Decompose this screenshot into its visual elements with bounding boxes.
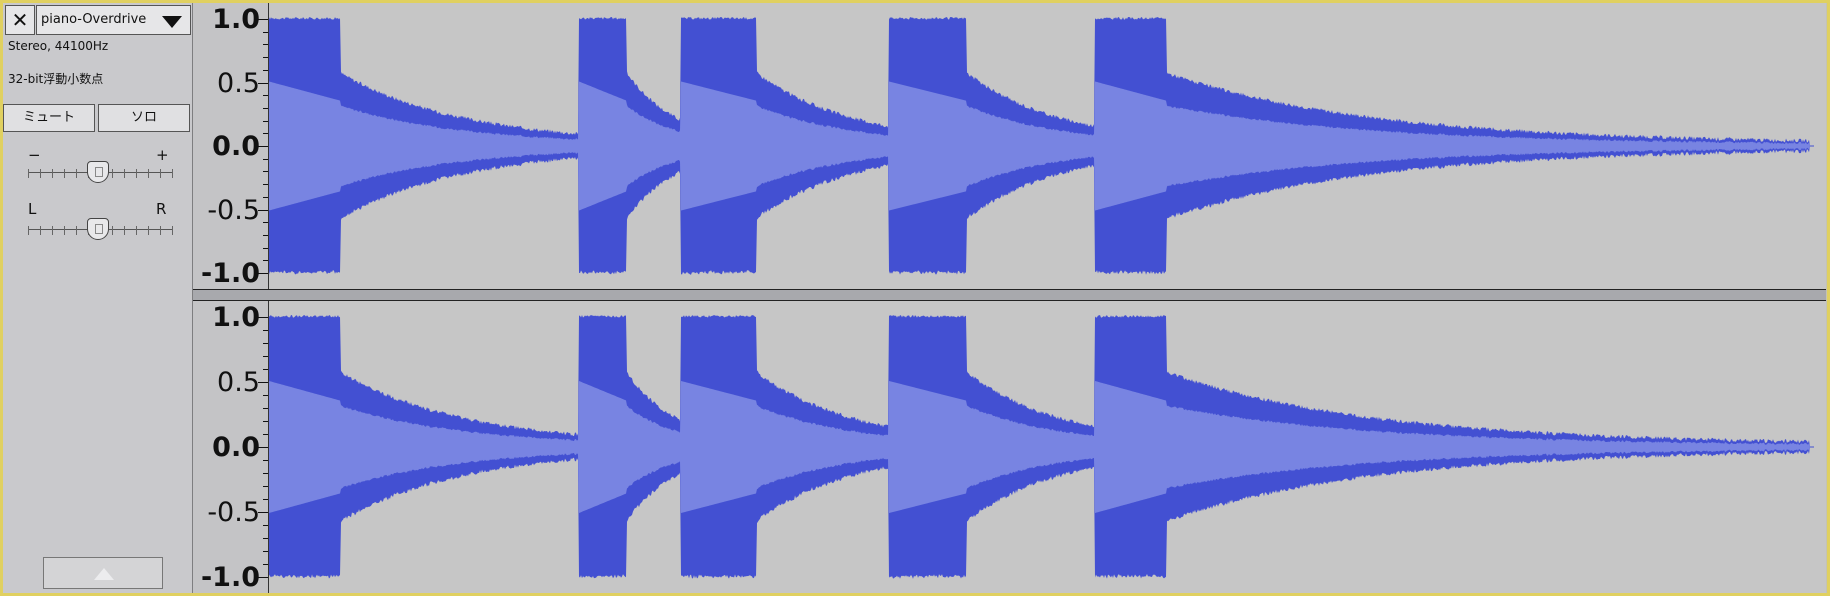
ruler-label-1-0: 1.0: [212, 302, 260, 333]
gain-plus-label: +: [156, 146, 169, 164]
amplitude-ruler-right-channel: 1.0 0.5 0.0 -0.5 -1.0: [193, 301, 269, 593]
channel-separator[interactable]: [193, 289, 1826, 301]
ruler-label-0-0: 0.0: [212, 432, 260, 463]
mute-button[interactable]: ミュート: [3, 104, 95, 132]
gain-minus-label: −: [28, 146, 41, 164]
track-name: piano-Overdrive: [41, 12, 147, 27]
ruler-label-neg-1-0: -1.0: [200, 258, 260, 289]
ruler-label-neg-0-5: -0.5: [207, 497, 260, 528]
collapse-arrow-icon: [94, 568, 114, 580]
waveform-right-channel[interactable]: [269, 301, 1826, 593]
waveform-left-channel[interactable]: [269, 3, 1826, 289]
waveform-rms-envelope: [269, 381, 1825, 513]
close-track-button[interactable]: ✕: [5, 5, 35, 35]
gain-slider[interactable]: [28, 161, 173, 183]
pan-slider[interactable]: [28, 218, 173, 240]
ruler-label-0-5: 0.5: [217, 67, 260, 99]
ruler-label-neg-1-0: -1.0: [200, 562, 260, 593]
pan-left-label: L: [28, 200, 37, 218]
dropdown-arrow-icon: [162, 16, 182, 28]
gain-slider-thumb[interactable]: [87, 161, 109, 183]
ruler-label-neg-0-5: -0.5: [207, 194, 260, 226]
ruler-label-0-0: 0.0: [212, 131, 260, 162]
track-control-panel: ✕ piano-Overdrive Stereo, 44100Hz 32-bit…: [3, 3, 193, 593]
solo-button[interactable]: ソロ: [98, 104, 190, 132]
waveform-rms-envelope: [269, 81, 1825, 211]
track-menu-button[interactable]: piano-Overdrive: [36, 5, 191, 35]
track-format-info: Stereo, 44100Hz: [8, 39, 109, 53]
collapse-track-button[interactable]: [43, 557, 163, 589]
pan-right-label: R: [156, 200, 167, 218]
ruler-label-1-0: 1.0: [212, 4, 260, 35]
close-icon: ✕: [11, 8, 29, 32]
pan-slider-thumb[interactable]: [87, 218, 109, 240]
track-bitdepth-info: 32-bit浮動小数点: [8, 72, 104, 86]
ruler-label-0-5: 0.5: [217, 367, 260, 398]
amplitude-ruler-left-channel: 1.0 0.5 0.0 -0.5 -1.0: [193, 3, 269, 289]
